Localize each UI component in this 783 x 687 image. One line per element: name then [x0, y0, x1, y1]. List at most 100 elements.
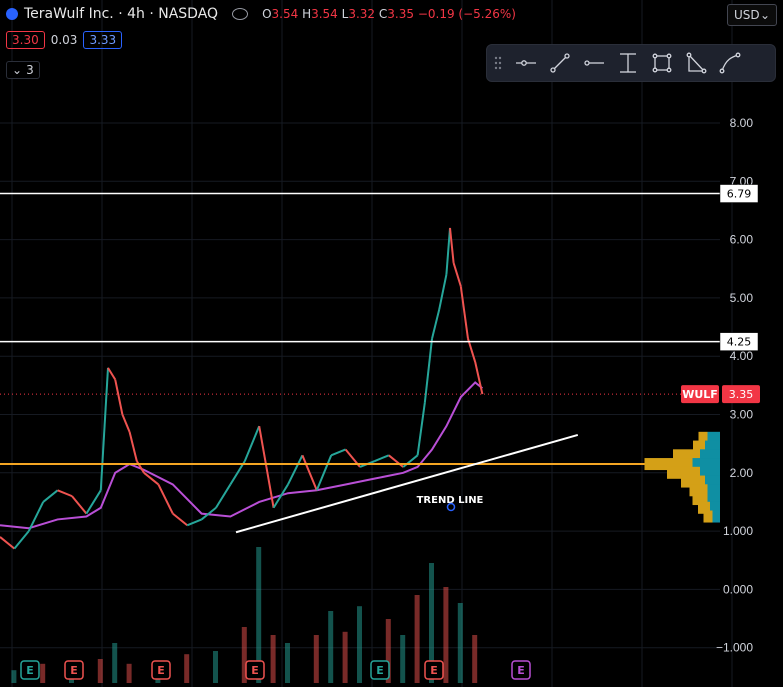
earnings-marker-label: E — [251, 664, 259, 677]
price-segment — [121, 414, 131, 433]
volume-bar — [285, 643, 290, 683]
volume-bar — [472, 635, 478, 683]
symbol-logo-icon — [6, 8, 18, 20]
trend-line-tool-icon[interactable] — [543, 46, 577, 80]
price-segment — [459, 286, 469, 339]
last-price-label: 3.35 — [729, 388, 754, 401]
ohlc-values: O3.54 H3.54 L3.32 C3.35 −0.19 (−5.26%) — [262, 7, 516, 21]
change-value: −0.19 (−5.26%) — [417, 7, 516, 21]
level-label-box — [719, 332, 759, 351]
volume-profile-bar-gold — [698, 431, 708, 444]
y-tick-label: 3.00 — [730, 408, 754, 422]
price-segment — [243, 425, 261, 462]
price-segment — [128, 431, 138, 462]
drag-handle-icon[interactable] — [487, 56, 509, 70]
indicators-count: 3 — [26, 63, 34, 77]
symbol-title[interactable]: TeraWulf Inc. · 4h · NASDAQ — [24, 6, 219, 22]
close-key: C — [378, 7, 388, 21]
currency-label: USD — [734, 8, 760, 22]
volume-bar — [97, 659, 103, 683]
indicators-toggle[interactable]: ⌄ 3 — [6, 61, 40, 79]
rectangle-tool-icon[interactable] — [645, 46, 679, 80]
earnings-marker — [245, 660, 265, 680]
price-range-tool-icon[interactable] — [611, 46, 645, 80]
high-value: 3.54 — [311, 7, 338, 21]
buy-button[interactable]: 3.33 — [83, 31, 123, 49]
price-segment — [107, 367, 117, 381]
volume-bar — [213, 651, 218, 683]
y-tick-label: −1.000 — [716, 641, 753, 655]
spread-value: 0.03 — [50, 33, 78, 47]
price-segment — [416, 402, 426, 456]
volume-bar — [126, 663, 132, 683]
horizontal-ray-tool-icon[interactable] — [509, 46, 543, 80]
price-segment — [172, 512, 188, 527]
price-segment — [438, 274, 448, 310]
y-tick-label: 0.000 — [723, 582, 753, 596]
level-label-box — [719, 184, 759, 203]
volume-bar — [357, 606, 362, 683]
trade-row: 3.30 0.03 3.33 — [6, 31, 123, 49]
price-segment — [157, 484, 174, 515]
y-tick-label: 2.00 — [730, 466, 754, 480]
price-segment — [143, 472, 160, 486]
volume-bar — [112, 643, 118, 683]
horizontal-line-tool-icon[interactable] — [577, 46, 611, 80]
volume-bar — [457, 603, 463, 683]
y-tick-label: 5.00 — [730, 291, 754, 305]
price-segment — [330, 448, 346, 457]
currency-select[interactable]: USD ⌄ — [727, 4, 777, 26]
trend-line — [235, 433, 579, 534]
price-segment — [114, 379, 124, 415]
earnings-marker — [370, 660, 390, 680]
low-value: 3.32 — [348, 7, 376, 21]
symbol-legend: TeraWulf Inc. · 4h · NASDAQ O3.54 H3.54 … — [6, 6, 516, 22]
curve-tool-icon[interactable] — [713, 46, 747, 80]
volume-profile-bar-gold — [703, 510, 713, 523]
chevron-down-icon: ⌄ — [12, 63, 23, 77]
price-segment — [57, 489, 73, 498]
price-segment — [99, 367, 109, 491]
low-key: L — [341, 7, 349, 21]
volume-profile-bar-teal — [712, 510, 720, 523]
triangle-tool-icon[interactable] — [679, 46, 713, 80]
open-value: 3.54 — [271, 7, 299, 21]
price-segment — [449, 227, 455, 264]
volume-bar — [414, 595, 420, 683]
trend-line-anchor-handle — [446, 502, 456, 512]
price-segment — [452, 262, 462, 287]
volume-bar — [241, 627, 247, 683]
price-segment — [445, 227, 451, 275]
last-price-box — [722, 385, 760, 404]
earnings-marker-label: E — [376, 664, 384, 677]
eye-icon[interactable] — [232, 8, 249, 20]
symbol-badge — [681, 385, 719, 404]
earnings-marker-label: E — [430, 664, 438, 677]
price-segment — [287, 454, 304, 485]
sell-button[interactable]: 3.30 — [6, 31, 45, 49]
close-value: 3.35 — [387, 7, 414, 21]
earnings-marker-label: E — [157, 664, 165, 677]
price-segment — [474, 361, 484, 395]
high-key: H — [302, 7, 312, 21]
price-segment — [85, 489, 102, 515]
price-segment — [272, 483, 289, 509]
price-segment — [374, 454, 390, 463]
volume-bar — [429, 563, 434, 683]
moving-average-line — [0, 381, 484, 530]
price-segment — [315, 454, 333, 491]
price-segment — [186, 518, 202, 527]
y-tick-label: 8.00 — [730, 116, 754, 130]
price-segment — [27, 501, 45, 532]
price-segment — [13, 530, 30, 550]
earnings-marker — [424, 660, 444, 680]
volume-bar — [40, 663, 46, 683]
volume-bar — [184, 654, 190, 683]
earnings-marker — [20, 660, 40, 680]
chevron-down-icon: ⌄ — [759, 8, 770, 22]
price-segment — [388, 454, 404, 468]
volume-bar — [443, 587, 449, 683]
volume-bar — [342, 631, 348, 683]
price-segment — [301, 454, 318, 491]
